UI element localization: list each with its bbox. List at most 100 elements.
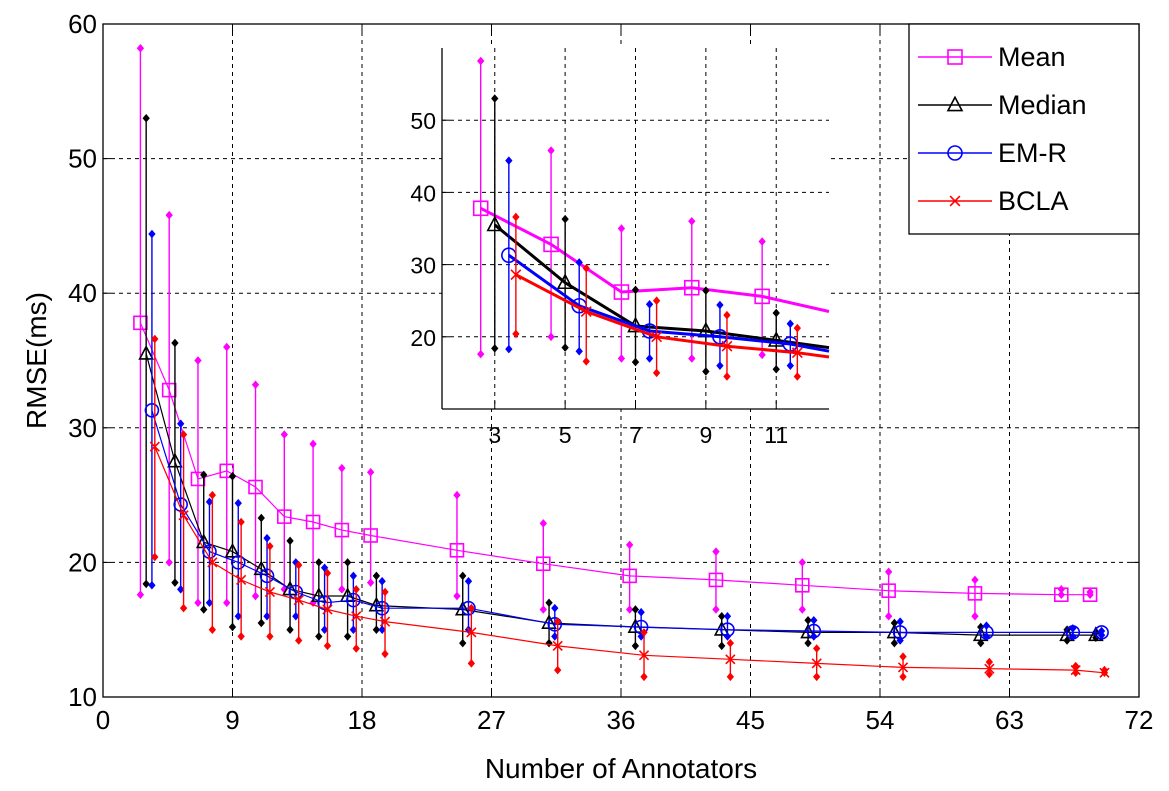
main-error-cap-high <box>179 430 188 439</box>
main-error-cap-low <box>177 585 185 594</box>
inset-error-cap-high <box>645 300 654 309</box>
main-error-cap-high <box>323 568 332 578</box>
main-error-cap-high <box>194 356 202 365</box>
legend-label: EM-R <box>998 138 1067 168</box>
main-error-cap-high <box>545 598 553 608</box>
main-y-tick-label: 20 <box>68 547 97 577</box>
main-y-tick-label: 50 <box>68 144 97 174</box>
main-data-point <box>133 315 148 331</box>
main-error-cap-low <box>165 558 173 567</box>
main-error-cap-high <box>200 470 208 480</box>
main-data-point <box>173 497 188 512</box>
inset-error-cap-low <box>617 354 626 363</box>
main-error-cap-low <box>718 641 726 651</box>
main-error-cap-low <box>292 611 300 621</box>
main-error-cap-low <box>208 625 217 634</box>
main-series-emr <box>144 229 1109 645</box>
legend-item-bcla: BCLA <box>918 186 1069 216</box>
main-data-point <box>627 618 644 634</box>
legend-swatch-marker <box>947 145 963 161</box>
inset-data-point <box>510 269 522 281</box>
main-error-cap-high <box>453 490 461 500</box>
inset-y-tick-label: 20 <box>410 325 436 351</box>
main-error-cap-low <box>263 611 271 621</box>
main-error-cap-low <box>266 632 274 641</box>
main-x-tick-label: 18 <box>348 705 377 735</box>
main-error-cap-low <box>372 625 381 634</box>
main-data-point <box>167 452 183 468</box>
main-error-cap-high <box>223 342 231 352</box>
main-error-cap-low <box>179 603 188 613</box>
inset-error-cap-low <box>772 365 780 374</box>
main-error-cap-low <box>315 632 323 641</box>
main-error-cap-low <box>200 605 208 614</box>
inset-plot: 3 5 7 9 11 20 30 40 50 <box>410 48 830 448</box>
main-error-cap-high <box>467 603 476 613</box>
inset-error-cap-high <box>617 224 626 233</box>
main-error-cap-low <box>890 638 899 648</box>
main-error-cap-high <box>813 644 821 653</box>
main-error-cap-high <box>637 607 645 617</box>
main-error-cap-low <box>257 618 265 628</box>
main-error-cap-high <box>810 616 818 625</box>
main-error-cap-high <box>280 430 288 439</box>
inset-y-tick-label: 30 <box>410 253 436 279</box>
main-series-line <box>139 322 1091 596</box>
main-data-point <box>466 627 477 638</box>
main-error-cap-high <box>899 652 907 661</box>
main-error-cap-high <box>263 533 271 543</box>
main-error-cap-high <box>381 587 389 597</box>
main-error-cap-low <box>884 611 893 621</box>
main-error-cap-high <box>320 563 329 573</box>
main-data-point <box>351 611 362 622</box>
main-data-point <box>535 556 551 572</box>
inset-error-cap-high <box>491 94 499 103</box>
inset-error-cap-low <box>786 361 794 370</box>
main-error-cap-high <box>338 463 346 473</box>
main-error-cap-high <box>352 585 360 594</box>
main-error-cap-low <box>142 579 150 589</box>
main-data-point <box>264 586 276 598</box>
main-data-point <box>248 479 263 495</box>
main-error-cap-high <box>985 657 994 667</box>
main-error-cap-low <box>798 605 806 614</box>
main-error-cap-high <box>349 571 358 581</box>
main-data-point <box>897 662 909 673</box>
main-data-point <box>1065 625 1081 640</box>
legend-swatch-marker <box>947 49 963 65</box>
main-error-cap-high <box>554 617 562 626</box>
main-data-point <box>1099 667 1110 678</box>
main-error-cap-low <box>366 578 375 587</box>
main-error-cap-low <box>338 585 346 594</box>
main-error-cap-high <box>136 43 145 53</box>
main-error-cap-high <box>315 558 323 567</box>
inset-error-cap-high <box>688 217 696 226</box>
main-data-point <box>178 510 189 521</box>
main-data-point <box>288 584 304 600</box>
main-error-cap-low <box>726 672 735 682</box>
main-error-cap-high <box>539 519 547 528</box>
main-error-cap-high <box>625 540 634 550</box>
inset-series-line <box>515 273 830 359</box>
inset-x-tick-label: 11 <box>764 422 788 448</box>
main-y-tick-label: 40 <box>68 278 97 308</box>
main-error-cap-low <box>295 636 303 645</box>
legend-swatch-marker <box>946 95 964 112</box>
main-error-cap-low <box>813 672 821 682</box>
main-error-cap-low <box>171 578 179 587</box>
main-data-point <box>967 586 983 601</box>
main-data-point <box>633 619 649 635</box>
main-x-tick-label: 36 <box>607 705 636 735</box>
main-error-cap-high <box>1057 585 1065 594</box>
main-error-cap-low <box>205 598 214 608</box>
main-data-point <box>236 574 247 586</box>
main-data-point <box>293 594 304 606</box>
inset-series-bcla <box>510 212 830 381</box>
main-data-point <box>363 528 378 543</box>
main-error-cap-low <box>631 641 640 651</box>
main-data-point <box>190 471 206 487</box>
main-data-point <box>224 542 241 558</box>
inset-error-cap-high <box>716 300 724 310</box>
